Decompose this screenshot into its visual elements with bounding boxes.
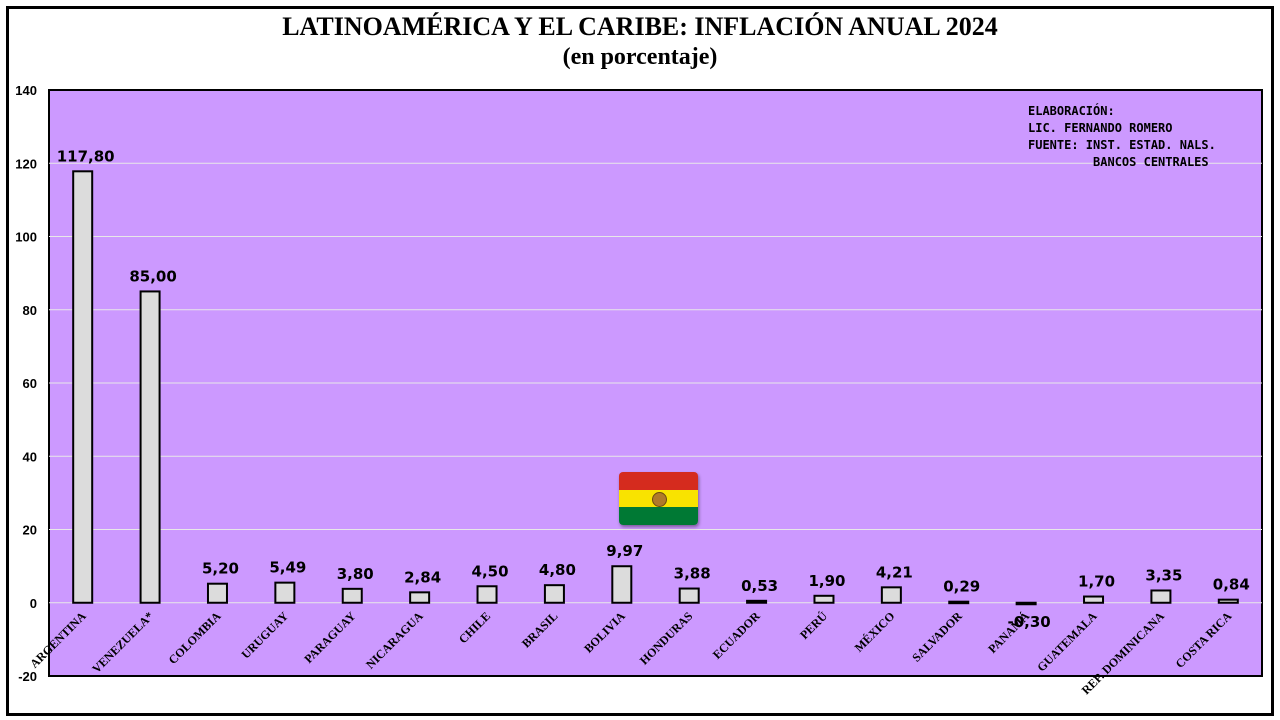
bar [746,599,768,604]
bar [1083,595,1105,604]
data-label: 117,80 [57,147,115,165]
credit-line-banks: BANCOS CENTRALES [1028,155,1209,169]
data-label: 4,50 [472,562,509,580]
y-tick-label: 40 [23,449,37,464]
data-label: 1,70 [1078,573,1115,591]
y-tick-label: 20 [23,523,37,538]
chart-title: LATINOAMÉRICA Y EL CARIBE: INFLACIÓN ANU… [282,12,998,41]
data-label: 3,80 [337,565,374,583]
y-tick-label: 120 [15,156,37,171]
data-label: 3,35 [1145,566,1182,584]
data-label: 5,20 [202,560,239,578]
bar [948,600,970,605]
data-label: 0,53 [741,577,778,595]
y-tick-label: 0 [30,596,37,611]
data-label: 9,97 [606,542,643,560]
data-label: 0,84 [1213,576,1250,594]
bar [1015,601,1037,606]
bar [341,587,363,604]
data-label: 4,21 [876,563,913,581]
data-label: 0,29 [943,578,980,596]
y-tick-label: 140 [15,83,37,98]
bolivia-flag-icon [619,472,698,525]
data-label: -0,30 [1008,613,1051,631]
data-label: 2,84 [404,568,441,586]
y-tick-label: 80 [23,303,37,318]
bar [72,170,94,604]
data-label: 3,88 [674,565,711,583]
credit-block: ELABORACIÓN: LIC. FERNANDO ROMERO FUENTE: … [1028,103,1216,171]
bar [813,594,835,604]
chart-frame [6,6,1274,716]
data-label: 4,80 [539,561,576,579]
credit-line-source: FUENTE: INST. ESTAD. NALS. [1028,138,1216,152]
bar [409,591,431,604]
bar [206,582,228,604]
bar [476,585,498,604]
data-label: 85,00 [129,267,176,285]
y-tick-label: -20 [18,669,37,684]
y-tick-label: 100 [15,230,37,245]
credit-line-elaboracion: ELABORACIÓN: [1028,104,1115,118]
bar [1217,598,1239,604]
bar [139,290,161,604]
bar [880,586,902,604]
bar [678,587,700,604]
bar [543,584,565,604]
data-label: 5,49 [269,559,306,577]
bar [1150,589,1172,604]
chart-subtitle: (en porcentaje) [562,44,718,70]
y-tick-label: 60 [23,376,37,391]
bar [274,581,296,604]
credit-line-author: LIC. FERNANDO ROMERO [1028,121,1173,135]
bar [611,565,633,604]
data-label: 1,90 [808,572,845,590]
